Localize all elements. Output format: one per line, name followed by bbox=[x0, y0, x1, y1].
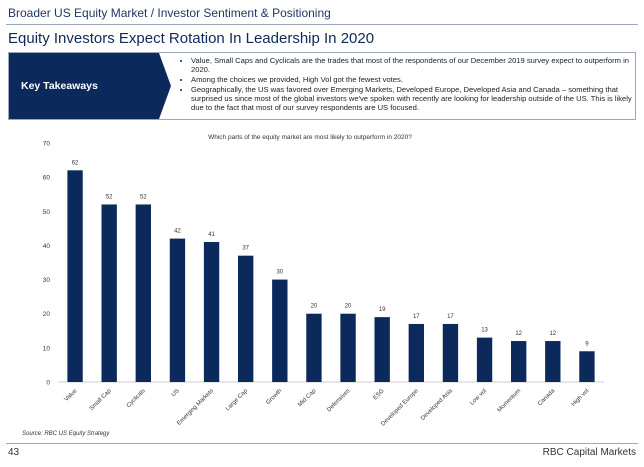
y-tick-label: 10 bbox=[43, 345, 51, 352]
bar bbox=[306, 313, 322, 382]
x-tick-label: Small Cap bbox=[89, 388, 113, 412]
y-tick-label: 70 bbox=[43, 141, 51, 148]
x-tick-label: Developed Europe bbox=[380, 388, 420, 428]
bar bbox=[579, 351, 595, 382]
data-label: 42 bbox=[174, 229, 181, 235]
brand-name: RBC Capital Markets bbox=[542, 447, 636, 458]
bar bbox=[442, 323, 459, 382]
x-tick-label: Developed Asia bbox=[420, 388, 454, 422]
bar bbox=[135, 204, 151, 382]
bar bbox=[238, 255, 254, 382]
data-label: 17 bbox=[447, 314, 454, 320]
y-tick-label: 50 bbox=[43, 209, 51, 216]
data-label: 62 bbox=[72, 160, 79, 166]
bar bbox=[340, 313, 356, 382]
page-title: Equity Investors Expect Rotation In Lead… bbox=[8, 30, 375, 47]
y-tick-label: 60 bbox=[43, 175, 51, 182]
y-tick-label: 20 bbox=[43, 311, 51, 318]
y-tick-label: 40 bbox=[43, 243, 51, 250]
x-tick-label: Cyclicals bbox=[126, 388, 147, 409]
data-label: 37 bbox=[242, 246, 249, 252]
source-note: Source: RBC US Equity Strategy bbox=[22, 431, 110, 437]
chart-title: Which parts of the equity market are mos… bbox=[208, 134, 412, 141]
x-tick-label: ESG bbox=[372, 388, 385, 401]
data-label: 19 bbox=[379, 307, 386, 313]
takeaway-item: Value, Small Caps and Cyclicals are the … bbox=[191, 56, 641, 74]
x-tick-label: Momentum bbox=[497, 388, 522, 413]
footer-divider bbox=[6, 443, 638, 444]
bar bbox=[272, 279, 288, 382]
y-tick-label: 30 bbox=[43, 277, 51, 284]
arrow-icon bbox=[159, 53, 171, 119]
data-label: 12 bbox=[515, 331, 522, 337]
bar bbox=[374, 317, 390, 382]
key-takeaways-label: Key Takeaways bbox=[9, 53, 159, 119]
bar bbox=[408, 323, 424, 382]
x-tick-label: Value bbox=[64, 388, 79, 403]
y-tick-label: 0 bbox=[46, 380, 50, 387]
data-label: 20 bbox=[345, 304, 352, 310]
x-tick-label: Defensives bbox=[326, 388, 351, 413]
x-tick-label: Large Cap bbox=[225, 388, 250, 413]
data-label: 30 bbox=[276, 270, 283, 276]
takeaway-item: Geographically, the US was favored over … bbox=[191, 85, 641, 112]
bar-chart: Which parts of the equity market are mos… bbox=[43, 134, 604, 428]
takeaway-item: Among the choices we provided, High Vol … bbox=[191, 75, 641, 84]
data-label: 52 bbox=[140, 194, 147, 200]
data-label: 52 bbox=[106, 194, 113, 200]
takeaways-list: Value, Small Caps and Cyclicals are the … bbox=[181, 56, 641, 113]
x-tick-label: US bbox=[171, 388, 181, 398]
x-tick-label: High vol bbox=[571, 388, 591, 408]
x-tick-label: Growth bbox=[265, 388, 283, 406]
bar bbox=[169, 238, 186, 382]
bar bbox=[203, 242, 220, 382]
data-label: 12 bbox=[549, 331, 556, 337]
x-tick-label: Emerging Markets bbox=[176, 388, 215, 427]
x-tick-label: Low vol bbox=[469, 388, 488, 407]
data-label: 20 bbox=[311, 304, 318, 310]
data-label: 13 bbox=[481, 328, 488, 334]
data-label: 17 bbox=[413, 314, 420, 320]
breadcrumb: Broader US Equity Market / Investor Sent… bbox=[8, 6, 331, 20]
bar bbox=[101, 204, 117, 382]
data-label: 41 bbox=[208, 232, 215, 238]
data-label: 9 bbox=[585, 341, 589, 347]
bar bbox=[476, 337, 493, 382]
x-tick-label: Mid Cap bbox=[297, 388, 318, 409]
header-divider bbox=[6, 24, 638, 25]
key-takeaways-panel: Key Takeaways Value, Small Caps and Cycl… bbox=[8, 52, 636, 120]
page-number: 43 bbox=[8, 447, 20, 458]
bar bbox=[545, 341, 561, 382]
bar bbox=[511, 341, 527, 382]
bar bbox=[67, 170, 83, 382]
x-tick-label: Canada bbox=[537, 388, 557, 408]
